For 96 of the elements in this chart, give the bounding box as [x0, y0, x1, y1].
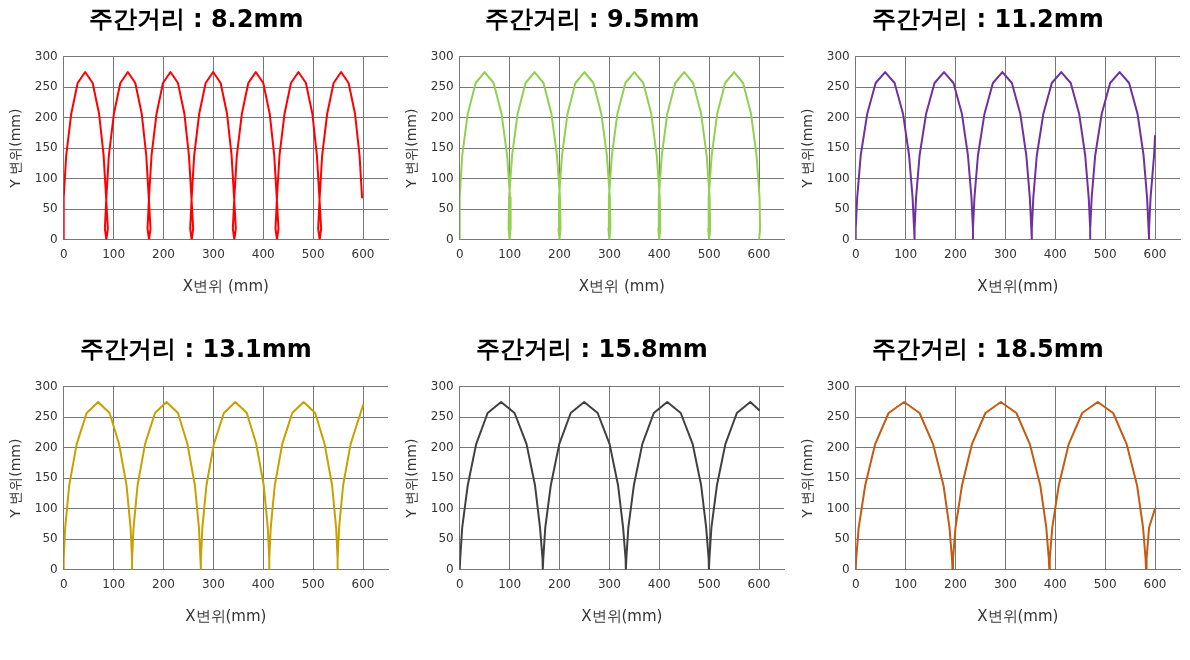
x-tick-label: 400 [1043, 576, 1067, 591]
x-tick-label: 500 [301, 246, 325, 261]
y-tick-label: 200 [826, 439, 850, 454]
x-tick-label: 400 [647, 576, 671, 591]
y-tick-label: 250 [34, 79, 58, 94]
x-tick-label: 300 [597, 246, 621, 261]
y-tick-label: 50 [42, 201, 58, 216]
x-tick-label: 500 [1093, 246, 1117, 261]
x-axis-title: X변위(mm) [581, 606, 663, 625]
y-axis-title: Y 변위(mm) [403, 108, 420, 189]
chart-title: 주간거리 : 11.2mm [872, 4, 1104, 33]
x-tick-label: 600 [747, 246, 771, 261]
x-tick-label: 200 [944, 576, 967, 591]
y-tick-label: 150 [34, 140, 58, 155]
x-axis-title: X변위 (mm) [182, 276, 269, 295]
x-tick-label: 200 [548, 246, 571, 261]
x-tick-label: 100 [498, 576, 522, 591]
y-tick-label: 50 [834, 201, 850, 216]
x-tick-label: 500 [697, 576, 721, 591]
x-tick-label: 400 [251, 576, 275, 591]
y-tick-label: 300 [430, 48, 454, 63]
y-tick-label: 150 [430, 140, 454, 155]
chart-title: 주간거리 : 8.2mm [88, 4, 304, 33]
chart-title: 주간거리 : 13.1mm [80, 334, 312, 363]
x-tick-label: 300 [993, 246, 1017, 261]
y-tick-label: 250 [34, 409, 58, 424]
y-tick-label: 100 [826, 170, 850, 185]
y-tick-label: 200 [430, 109, 454, 124]
chart-title: 주간거리 : 15.8mm [476, 334, 708, 363]
y-tick-label: 0 [842, 231, 850, 246]
y-tick-label: 150 [430, 470, 454, 485]
y-axis-title: Y 변위(mm) [7, 108, 24, 189]
x-tick-label: 400 [1043, 246, 1067, 261]
y-tick-label: 250 [430, 409, 454, 424]
x-tick-label: 200 [944, 246, 967, 261]
y-tick-label: 250 [430, 79, 454, 94]
y-tick-label: 100 [430, 170, 454, 185]
y-tick-label: 100 [430, 500, 454, 515]
x-tick-label: 600 [1143, 576, 1167, 591]
x-tick-label: 600 [1143, 246, 1167, 261]
x-axis-title: X변위 (mm) [578, 276, 665, 295]
x-axis-title: X변위(mm) [977, 606, 1059, 625]
x-tick-label: 100 [102, 246, 126, 261]
x-tick-label: 300 [201, 576, 225, 591]
y-tick-label: 200 [430, 439, 454, 454]
y-tick-label: 300 [826, 48, 850, 63]
x-tick-label: 300 [201, 246, 225, 261]
y-tick-label: 200 [826, 109, 850, 124]
y-tick-label: 50 [438, 531, 454, 546]
y-tick-label: 50 [42, 531, 58, 546]
x-tick-label: 300 [993, 576, 1017, 591]
x-tick-label: 100 [894, 576, 918, 591]
y-tick-label: 250 [826, 409, 850, 424]
y-tick-label: 100 [34, 500, 58, 515]
x-tick-label: 100 [498, 246, 522, 261]
y-tick-label: 150 [826, 470, 850, 485]
y-axis-title: Y 변위(mm) [799, 108, 816, 189]
x-tick-label: 200 [152, 246, 175, 261]
y-tick-label: 200 [34, 439, 58, 454]
y-tick-label: 150 [34, 470, 58, 485]
x-axis-title: X변위(mm) [185, 606, 267, 625]
x-axis-title: X변위(mm) [977, 276, 1059, 295]
x-tick-label: 600 [351, 576, 375, 591]
x-tick-label: 400 [251, 246, 275, 261]
x-tick-label: 300 [597, 576, 621, 591]
y-tick-label: 0 [50, 231, 58, 246]
chart-title: 주간거리 : 18.5mm [872, 334, 1104, 363]
y-axis-title: Y 변위(mm) [7, 438, 24, 519]
y-tick-label: 300 [430, 378, 454, 393]
y-tick-label: 250 [826, 79, 850, 94]
y-tick-label: 0 [446, 561, 454, 576]
chart-title: 주간거리 : 9.5mm [484, 4, 700, 33]
y-tick-label: 0 [842, 561, 850, 576]
y-tick-label: 100 [34, 170, 58, 185]
y-tick-label: 200 [34, 109, 58, 124]
y-tick-label: 150 [826, 140, 850, 155]
y-tick-label: 50 [438, 201, 454, 216]
x-tick-label: 100 [102, 576, 126, 591]
y-axis-title: Y 변위(mm) [403, 438, 420, 519]
y-tick-label: 300 [826, 378, 850, 393]
y-tick-label: 0 [50, 561, 58, 576]
x-tick-label: 100 [894, 246, 918, 261]
y-tick-label: 0 [446, 231, 454, 246]
x-tick-label: 500 [697, 246, 721, 261]
x-tick-label: 500 [1093, 576, 1117, 591]
x-tick-label: 500 [301, 576, 325, 591]
x-tick-label: 200 [152, 576, 175, 591]
y-tick-label: 300 [34, 378, 58, 393]
y-tick-label: 50 [834, 531, 850, 546]
y-axis-title: Y 변위(mm) [799, 438, 816, 519]
x-tick-label: 400 [647, 246, 671, 261]
x-tick-label: 200 [548, 576, 571, 591]
y-tick-label: 100 [826, 500, 850, 515]
x-tick-label: 600 [351, 246, 375, 261]
y-tick-label: 300 [34, 48, 58, 63]
x-tick-label: 600 [747, 576, 771, 591]
